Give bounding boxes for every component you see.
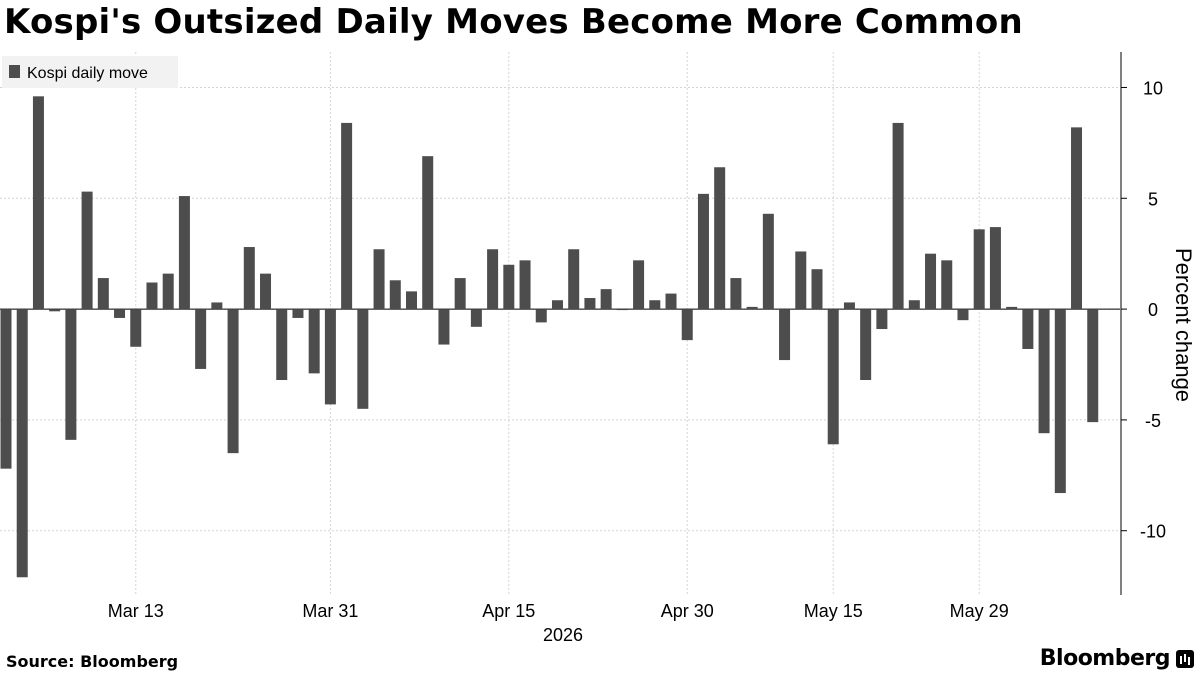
bar: [1022, 309, 1034, 349]
bar: [908, 300, 920, 310]
legend-label: Kospi daily move: [27, 65, 148, 82]
bar: [697, 193, 709, 310]
bar: [681, 309, 693, 341]
legend-box: [2, 56, 178, 88]
bar: [957, 309, 969, 321]
bar: [162, 273, 174, 310]
bar: [341, 122, 353, 310]
bar: [941, 260, 953, 310]
bar: [892, 122, 904, 310]
grid-layer: [0, 52, 1120, 595]
x-tick-label: May 29: [950, 601, 1009, 621]
bar: [0, 309, 12, 469]
bar: [551, 300, 563, 310]
bar: [746, 306, 758, 310]
bar: [97, 278, 109, 310]
bloomberg-logo: Bloomberg: [1040, 646, 1194, 671]
bar: [600, 289, 612, 310]
x-axis-label: 2026: [543, 625, 583, 645]
bar: [422, 156, 434, 310]
bar: [130, 309, 142, 347]
x-tick-label: May 15: [804, 601, 863, 621]
bar: [308, 309, 320, 374]
brand-wordmark: Bloomberg: [1039, 646, 1171, 671]
legend: Kospi daily move: [2, 56, 178, 88]
bar: [470, 309, 482, 327]
bar: [633, 260, 645, 310]
bar: [584, 298, 596, 310]
bar: [178, 196, 190, 310]
bar: [16, 309, 28, 578]
y-tick-label: 0: [1148, 300, 1158, 320]
bar: [195, 309, 207, 369]
bar: [1006, 306, 1018, 310]
bar: [211, 302, 223, 310]
bar: [357, 309, 369, 409]
bar: [989, 227, 1001, 310]
x-tick-label: Apr 15: [482, 601, 535, 621]
bar: [811, 269, 823, 310]
legend-swatch: [9, 65, 20, 78]
bar: [1087, 309, 1099, 423]
bar: [860, 309, 872, 381]
bar: [227, 309, 239, 454]
bar: [389, 280, 401, 310]
bar: [406, 291, 417, 310]
bar: [49, 309, 61, 312]
y-axis-label: Percent change: [1171, 248, 1196, 402]
y-tick-label: -10: [1140, 522, 1166, 542]
y-tick-label: -5: [1145, 411, 1161, 431]
bar: [665, 293, 677, 310]
bar: [65, 309, 77, 440]
y-tick-label: 10: [1143, 78, 1163, 98]
bar: [714, 167, 726, 310]
bar-layer: [0, 96, 1099, 578]
bar: [503, 264, 515, 310]
axis-layer: 10 5 0 -5 -10 Mar 13 Mar 31 Apr 15 Apr 30 May 15 M…: [108, 52, 1196, 645]
x-tick-label: Mar 31: [302, 601, 358, 621]
bar: [243, 247, 255, 310]
bar: [779, 309, 791, 361]
bar: [795, 251, 807, 310]
bar: [260, 273, 272, 310]
bar: [81, 191, 93, 310]
bar: [519, 260, 531, 310]
bar: [925, 253, 937, 310]
bar: [973, 229, 985, 310]
bar: [616, 309, 628, 311]
bar: [292, 309, 304, 318]
source-note: Source: Bloomberg: [6, 652, 179, 671]
x-tick-label: Mar 13: [108, 601, 164, 621]
bar: [649, 300, 661, 310]
bar: [568, 249, 580, 310]
bar: [487, 249, 499, 310]
bar: [454, 278, 466, 310]
bar: [535, 309, 547, 323]
x-tick-label: Apr 30: [661, 601, 714, 621]
chart-title: Kospi's Outsized Daily Moves Become More…: [4, 2, 1023, 42]
bar: [843, 302, 855, 310]
bar: [114, 309, 126, 318]
bar: [730, 278, 742, 310]
bar: [276, 309, 288, 381]
bar: [827, 309, 839, 445]
bar: [438, 309, 450, 345]
bar: [373, 249, 385, 310]
bar: [876, 309, 888, 330]
bar: [324, 309, 336, 405]
y-tick-label: 5: [1148, 189, 1158, 209]
bar: [32, 96, 44, 310]
bar: [762, 213, 774, 310]
bar: [1038, 309, 1050, 434]
bar: [1054, 309, 1066, 494]
bar: [146, 282, 158, 310]
bar: [1071, 127, 1083, 310]
bloomberg-mark-icon: [1176, 649, 1194, 668]
